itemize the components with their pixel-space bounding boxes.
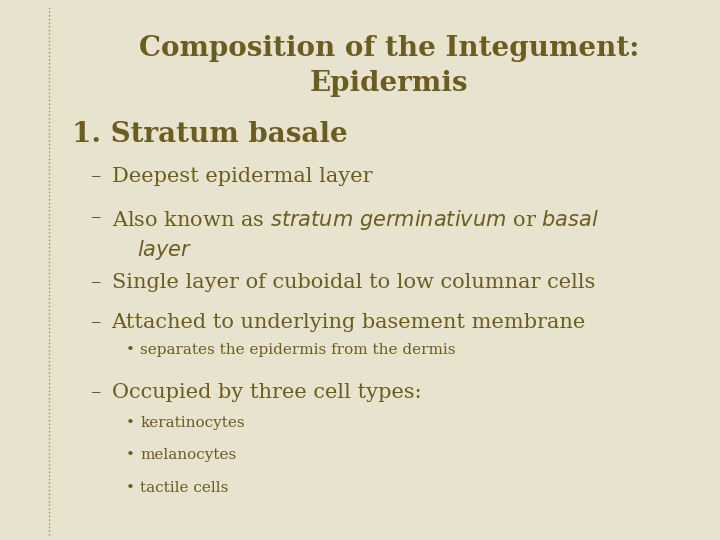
Text: keratinocytes: keratinocytes bbox=[140, 416, 245, 430]
Text: $\it{layer}$: $\it{layer}$ bbox=[137, 238, 192, 261]
Text: Occupied by three cell types:: Occupied by three cell types: bbox=[112, 383, 421, 402]
Text: Single layer of cuboidal to low columnar cells: Single layer of cuboidal to low columnar… bbox=[112, 273, 595, 292]
Text: Composition of the Integument:: Composition of the Integument: bbox=[139, 35, 639, 62]
Text: Epidermis: Epidermis bbox=[310, 70, 468, 97]
Text: –: – bbox=[90, 167, 100, 186]
Text: 1. Stratum basale: 1. Stratum basale bbox=[72, 122, 348, 148]
Text: •: • bbox=[126, 343, 135, 357]
Text: –: – bbox=[90, 313, 100, 332]
Text: separates the epidermis from the dermis: separates the epidermis from the dermis bbox=[140, 343, 456, 357]
Text: •: • bbox=[126, 416, 135, 430]
Text: Also known as $\it{stratum\ germinativum}$ or $\it{basal}$: Also known as $\it{stratum\ germinativum… bbox=[112, 208, 599, 232]
Text: –: – bbox=[90, 273, 100, 292]
Text: tactile cells: tactile cells bbox=[140, 481, 229, 495]
Text: –: – bbox=[90, 208, 100, 227]
Text: melanocytes: melanocytes bbox=[140, 448, 237, 462]
Text: Attached to underlying basement membrane: Attached to underlying basement membrane bbox=[112, 313, 586, 332]
Text: •: • bbox=[126, 481, 135, 495]
Text: •: • bbox=[126, 448, 135, 462]
Text: –: – bbox=[90, 383, 100, 402]
Text: Deepest epidermal layer: Deepest epidermal layer bbox=[112, 167, 372, 186]
